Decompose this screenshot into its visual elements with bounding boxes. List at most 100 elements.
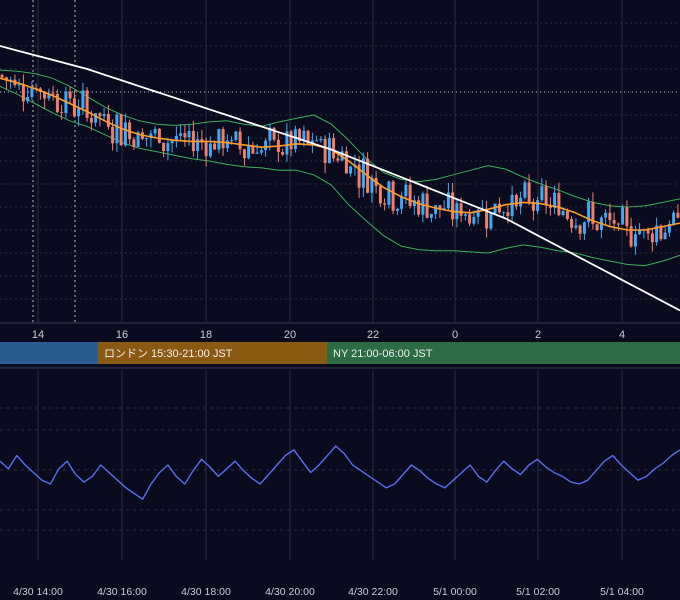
candle-body [557,192,561,216]
candle-body [247,145,251,159]
price-x-tick-label: 4 [619,329,625,341]
moving-average-line [0,77,680,231]
candle-body [281,152,285,155]
candle-body [468,214,472,224]
candle-body [30,88,34,97]
candle-body [217,129,221,150]
oscillator-grid [0,370,680,560]
osc-x-tick-label: 5/1 00:00 [433,586,477,598]
price-x-tick-label: 22 [367,329,379,341]
candle-body [4,77,8,81]
candle-body [47,93,51,99]
candle-body [676,212,680,218]
candle-body [344,151,348,174]
candle-body [659,225,663,240]
candle-body [323,138,327,163]
price-x-tick-label: 20 [284,329,296,341]
candle-body [357,164,361,188]
candle-body [336,158,340,161]
session-london [98,342,327,364]
price-x-tick-label: 16 [116,329,128,341]
candle-body [370,177,374,193]
candle-body [544,186,548,206]
candle-body [438,205,442,210]
candle-body [608,212,612,221]
candle-body [493,203,497,214]
candle-body [476,210,480,217]
candle-body [451,192,455,220]
oscillator-time-axis: 4/30 14:00 4/30 16:00 4/30 18:00 4/30 20:00… [13,586,644,598]
candle-body [536,200,540,211]
candle-body [446,192,450,209]
candle-body [621,207,625,225]
price-x-tick-label: 2 [535,329,541,341]
candle-body [77,108,81,117]
candle-body [391,181,395,211]
candle-body [387,181,391,205]
candle-body [412,200,416,206]
candle-body [136,132,140,147]
price-chart-pane[interactable] [0,0,680,322]
candle-body [149,133,153,138]
candle-body [81,90,85,109]
candle-body [319,138,323,141]
candle-body [132,139,136,147]
bollinger-upper-band [0,69,680,208]
candle-body [162,142,166,151]
candle-body [259,150,263,153]
candle-body [514,194,518,207]
candle-body [196,139,200,151]
candle-body [612,220,616,224]
candle-body [153,128,157,134]
candle-body [17,84,21,86]
candle-body [55,94,59,113]
candle-body [378,186,382,204]
candle-body [272,127,276,140]
candle-body [540,186,544,201]
candle-body [174,135,178,141]
candle-body [548,205,552,208]
candle-body [582,222,586,234]
candle-body [145,137,149,140]
candle-body [0,74,4,78]
candle-body [672,212,676,225]
oscillator-line [0,445,680,500]
candle-body [595,224,599,230]
candle-body [527,182,531,202]
candle-body [655,225,659,243]
osc-x-tick-label: 4/30 20:00 [265,586,315,598]
candlestick-series [0,73,680,255]
candle-body [89,118,93,123]
candle-body [98,113,102,117]
candle-body [123,122,127,146]
candle-body [395,208,399,211]
candle-body [315,140,319,142]
candle-body [629,226,633,247]
osc-x-tick-label: 4/30 22:00 [348,586,398,598]
candle-body [255,152,259,154]
candle-body [111,126,115,144]
candle-body [565,211,569,219]
candle-body [285,131,289,155]
candle-body [60,112,64,114]
sma-line-path [0,45,680,312]
osc-x-tick-label: 4/30 14:00 [13,586,63,598]
candle-body [208,143,212,157]
candle-body [349,166,353,174]
session-london-label: ロンドン 15:30-21:00 JST [104,348,233,360]
band-upper-line [0,69,680,208]
candle-body [225,140,229,149]
candle-body [213,143,217,150]
oscillator-pane[interactable] [0,370,680,560]
candle-body [663,232,667,240]
candle-body [183,133,187,138]
candle-body [68,91,72,99]
candle-body [230,140,234,141]
osc-x-tick-label: 4/30 18:00 [181,586,231,598]
candle-body [332,138,336,159]
price-x-tick-label: 14 [32,329,44,341]
candle-body [587,201,591,223]
candle-body [302,130,306,142]
candle-body [497,203,501,213]
